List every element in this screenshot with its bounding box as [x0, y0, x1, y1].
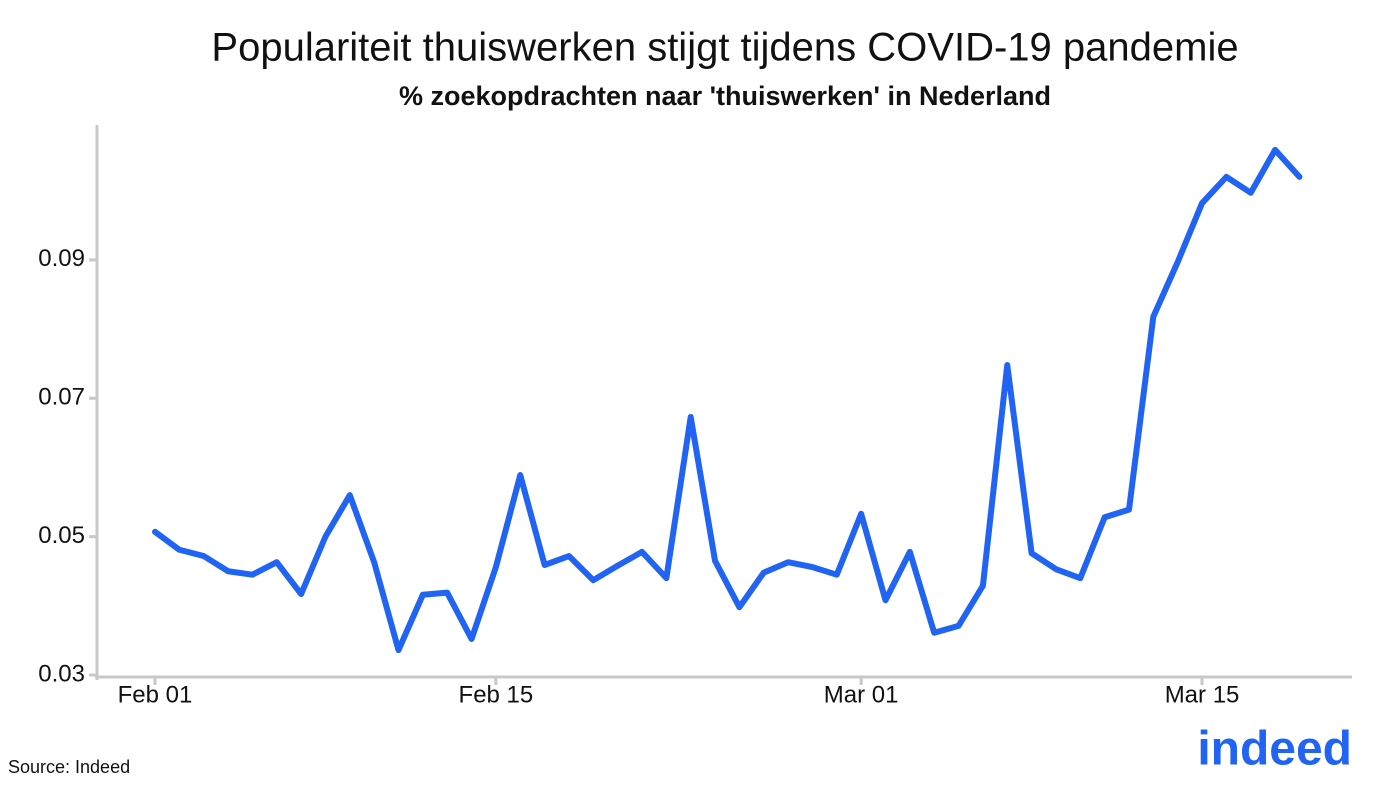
chart-subtitle: % zoekopdrachten naar 'thuiswerken' in N…	[399, 81, 1051, 111]
logo: indeed	[1197, 723, 1352, 776]
x-tick-label: Feb 01	[118, 681, 193, 708]
y-tick-label: 0.09	[38, 245, 85, 272]
data-line	[152, 146, 1303, 654]
x-tick-label: Mar 15	[1165, 681, 1240, 708]
x-tick-label: Feb 15	[459, 681, 534, 708]
y-tick-label: 0.05	[38, 522, 85, 549]
source: Source: Indeed	[8, 757, 130, 777]
y-tick-label: 0.03	[38, 660, 85, 687]
x-tick-label: Mar 01	[824, 681, 899, 708]
y-tick-label: 0.07	[38, 384, 85, 411]
chart-title: Populariteit thuiswerken stijgt tijdens …	[211, 26, 1238, 70]
